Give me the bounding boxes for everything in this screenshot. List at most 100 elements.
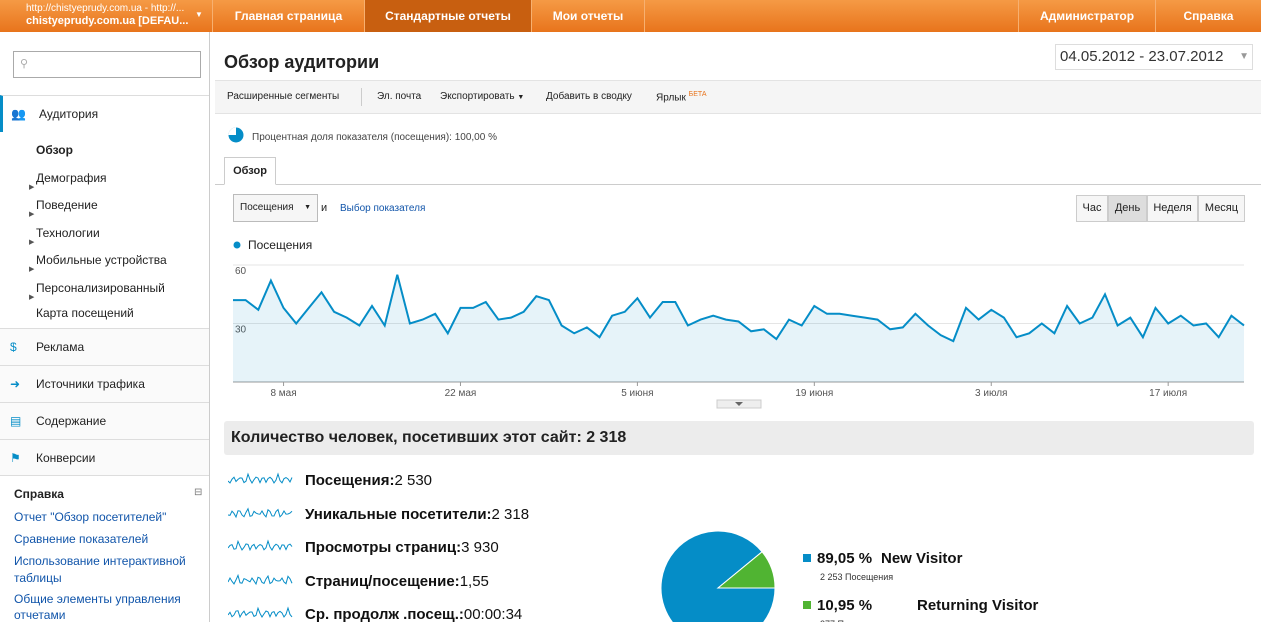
metric-label: Страниц/посещение: [305, 572, 460, 590]
legend-label: Returning Visitor [917, 597, 1039, 614]
nav-section[interactable]: ▤ Содержание [0, 402, 209, 439]
y-tick-label: 60 [235, 266, 247, 277]
help-link[interactable]: Сравнение показателей [14, 532, 149, 546]
metric-label: Посещения: [305, 472, 395, 489]
tab[interactable]: Обзор [224, 157, 276, 185]
period-button[interactable]: Месяц [1198, 195, 1245, 222]
toolbar-button[interactable]: Ярлык БЕТА [656, 91, 707, 103]
conjunction: и [321, 202, 328, 214]
pie-slice [660, 530, 776, 622]
nav-tab[interactable]: Мои отчеты [531, 0, 645, 32]
metric[interactable]: Посещения:2 530 [305, 472, 432, 489]
metric[interactable]: Просмотры страниц:3 930 [305, 539, 499, 556]
nav-subitem[interactable]: Карта посещений [36, 306, 134, 320]
legend-swatch [803, 554, 811, 562]
top-nav: http://chistyeprudy.com.ua - http://... … [0, 0, 1261, 32]
metric-value: 2 318 [491, 505, 530, 523]
nav-audience[interactable]: 👥 Аудитория [0, 95, 209, 132]
legend-detail: 2 253 Посещения [820, 572, 893, 582]
beta-badge: БЕТА [688, 91, 707, 98]
nav-subitem[interactable]: Персонализированный [36, 281, 165, 295]
legend-value: 89,05 % [817, 550, 872, 567]
metric-select[interactable]: Посещения ▼ [233, 194, 318, 222]
toolbar-button[interactable]: Эл. почта [377, 91, 422, 102]
metric[interactable]: Страниц/посещение:1,55 [305, 573, 489, 590]
metric-value: 2 530 [394, 472, 433, 489]
period-button[interactable]: Час [1076, 195, 1108, 222]
nav-section[interactable]: $ Реклама [0, 328, 209, 365]
x-tick-label: 17 июля [1149, 388, 1187, 399]
collapse-icon[interactable]: ⊟ [194, 487, 203, 498]
sparkline [228, 606, 293, 619]
sparkline-line [228, 472, 293, 484]
help-link[interactable]: Общие элементы управления отчетами [14, 592, 181, 622]
nav-tab[interactable]: Главная страница [212, 0, 364, 32]
metric-value: 00:00:34 [463, 606, 523, 623]
admin-link[interactable]: Администратор [1018, 0, 1155, 32]
metric[interactable]: Уникальные посетители:2 318 [305, 506, 529, 523]
legend-label: New Visitor [881, 550, 963, 567]
sparkline-line [228, 606, 293, 619]
dropdown-arrow: ▼ [195, 10, 203, 19]
search-box[interactable]: ⚲ [13, 51, 201, 78]
segment-icon [228, 127, 244, 143]
select-label: Посещения [240, 202, 294, 213]
nav-subitem[interactable]: Демография [36, 171, 107, 185]
page-title: Обзор аудитории [224, 52, 380, 72]
nav-tab[interactable]: Стандартные отчеты [364, 0, 531, 32]
button-label: Экспортировать [440, 91, 515, 102]
metric-label: Ср. продолж .посещ.: [305, 606, 464, 623]
help-link[interactable]: Справка [1155, 0, 1261, 32]
sparkline [228, 506, 293, 518]
toolbar-button[interactable]: Расширенные сегменты [227, 91, 340, 102]
nav-subitem[interactable]: Обзор [36, 143, 73, 157]
area [233, 274, 1244, 382]
nav-label: Реклама [36, 340, 85, 354]
expand-arrow [735, 402, 743, 406]
toolbar-button[interactable]: Добавить в сводку [546, 91, 632, 102]
period-button[interactable]: Неделя [1147, 195, 1198, 222]
legend-value: 10,95 % [817, 597, 872, 614]
nav-subitem[interactable]: Поведение [36, 198, 98, 212]
toolbar-button[interactable]: Экспортировать ▼ [440, 91, 525, 102]
nav-label: Содержание [36, 414, 107, 428]
date-text: 04.05.2012 - 23.07.2012 [1060, 48, 1224, 65]
expand-arrows: ▶ ▶ ▶ ▶ ▶ [29, 184, 35, 301]
legend-marker [233, 241, 241, 249]
help-link[interactable]: Использование интерактивной таблицы [14, 554, 186, 585]
sparkline-line [228, 506, 293, 518]
help-title: Справка [14, 487, 64, 501]
nav-section[interactable]: ➜ Источники трафика [0, 365, 209, 402]
help-link[interactable]: Отчет "Обзор посетителей" [14, 510, 167, 524]
period-button[interactable]: День [1108, 195, 1147, 222]
button-label: Ярлык [656, 92, 686, 104]
metric-value: 3 930 [461, 539, 499, 556]
pie-slice [716, 551, 776, 589]
summary: Количество человек, посетивших этот сайт… [224, 421, 1254, 455]
account-name[interactable]: chistyeprudy.com.ua [DEFAU... [26, 15, 189, 27]
metric-picker[interactable]: Выбор показателя [340, 203, 426, 214]
sidebar: ⚲ 👥 Аудитория Обзор Демография Поведение … [0, 32, 210, 622]
metric-label: Уникальные посетители: [305, 505, 492, 523]
y-tick-label: 30 [235, 325, 247, 336]
nav-subitem[interactable]: Технологии [36, 226, 100, 240]
sparkline [228, 472, 293, 484]
metric[interactable]: Ср. продолж .посещ.:00:00:34 [305, 606, 522, 623]
nav-label: Источники трафика [36, 377, 145, 391]
sparkline-line [228, 539, 293, 552]
sparkline [228, 539, 293, 552]
x-tick-label: 5 июня [621, 388, 653, 399]
tab-rule [215, 184, 1261, 185]
nav-label: Конверсии [36, 451, 96, 465]
divider [361, 88, 362, 106]
x-tick-label: 8 мая [270, 388, 296, 399]
account-url[interactable]: http://chistyeprudy.com.ua - http://... [26, 3, 185, 14]
nav-section[interactable]: ⚑ Конверсии [0, 439, 209, 476]
x-tick-label: 3 июля [975, 388, 1007, 399]
metric-value: 1,55 [459, 572, 489, 590]
nav-subitem[interactable]: Мобильные устройства [36, 253, 167, 267]
line [233, 274, 1245, 343]
date-range[interactable]: 04.05.2012 - 23.07.2012 ▼ [1055, 44, 1253, 70]
legend-detail: 277 Посещения [820, 619, 886, 622]
